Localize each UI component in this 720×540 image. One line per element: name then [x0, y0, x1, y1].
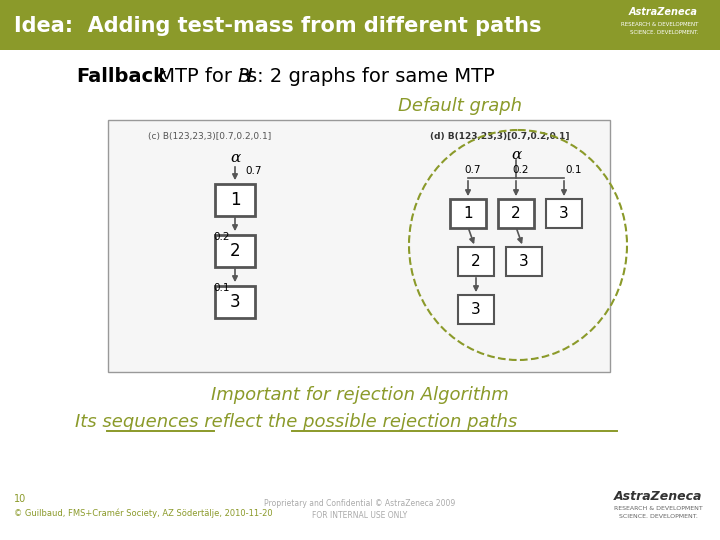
Text: α: α: [511, 148, 521, 162]
Text: RESEARCH & DEVELOPMENT: RESEARCH & DEVELOPMENT: [613, 505, 703, 510]
FancyBboxPatch shape: [0, 0, 720, 50]
Text: 3: 3: [230, 293, 240, 311]
Text: 3: 3: [471, 301, 481, 316]
Text: H: H: [237, 66, 251, 85]
Text: 0.7: 0.7: [245, 166, 261, 176]
Text: 0.1: 0.1: [565, 165, 582, 175]
Text: Default graph: Default graph: [398, 97, 522, 115]
FancyBboxPatch shape: [458, 246, 494, 275]
FancyBboxPatch shape: [215, 235, 255, 267]
FancyBboxPatch shape: [215, 184, 255, 216]
Text: 2: 2: [511, 206, 521, 220]
Text: SCIENCE. DEVELOPMENT.: SCIENCE. DEVELOPMENT.: [629, 30, 698, 35]
Text: MTP for 3: MTP for 3: [152, 66, 257, 85]
Text: α: α: [230, 151, 240, 165]
Text: s: 2 graphs for same MTP: s: 2 graphs for same MTP: [247, 66, 495, 85]
Text: Fallback: Fallback: [76, 66, 166, 85]
FancyBboxPatch shape: [108, 120, 610, 372]
FancyBboxPatch shape: [458, 294, 494, 323]
FancyBboxPatch shape: [506, 246, 542, 275]
Text: © Guilbaud, FMS+Cramér Society, AZ Södertälje, 2010-11-20: © Guilbaud, FMS+Cramér Society, AZ Söder…: [14, 508, 273, 518]
Text: 3: 3: [519, 253, 529, 268]
Text: Idea:  Adding test-mass from different paths: Idea: Adding test-mass from different pa…: [14, 16, 541, 36]
FancyBboxPatch shape: [450, 199, 486, 227]
Text: FOR INTERNAL USE ONLY: FOR INTERNAL USE ONLY: [312, 510, 408, 519]
Text: Important for rejection Algorithm: Important for rejection Algorithm: [211, 386, 509, 404]
FancyBboxPatch shape: [546, 199, 582, 227]
Text: 0.7: 0.7: [464, 165, 480, 175]
FancyBboxPatch shape: [215, 286, 255, 318]
Text: Proprietary and Confidential © AstraZeneca 2009: Proprietary and Confidential © AstraZene…: [264, 498, 456, 508]
Text: 3: 3: [559, 206, 569, 220]
Text: 2: 2: [471, 253, 481, 268]
Text: (d) B(123,23,3)[0.7,0.2,0.1]: (d) B(123,23,3)[0.7,0.2,0.1]: [430, 132, 570, 140]
FancyBboxPatch shape: [498, 199, 534, 227]
Text: 1: 1: [463, 206, 473, 220]
Text: 10: 10: [14, 494, 26, 504]
Text: 0.1: 0.1: [213, 283, 230, 293]
Text: Its sequences reflect the possible rejection paths: Its sequences reflect the possible rejec…: [75, 413, 517, 431]
Text: (c) B(123,23,3)[0.7,0.2,0.1]: (c) B(123,23,3)[0.7,0.2,0.1]: [148, 132, 271, 140]
Text: 1: 1: [230, 191, 240, 209]
Text: AstraZeneca: AstraZeneca: [614, 489, 702, 503]
Text: 2: 2: [230, 242, 240, 260]
Text: SCIENCE. DEVELOPMENT.: SCIENCE. DEVELOPMENT.: [618, 515, 698, 519]
Text: 0.2: 0.2: [213, 232, 230, 242]
Text: 0.2: 0.2: [512, 165, 528, 175]
Text: AstraZeneca: AstraZeneca: [629, 7, 698, 17]
Text: RESEARCH & DEVELOPMENT: RESEARCH & DEVELOPMENT: [621, 22, 698, 26]
